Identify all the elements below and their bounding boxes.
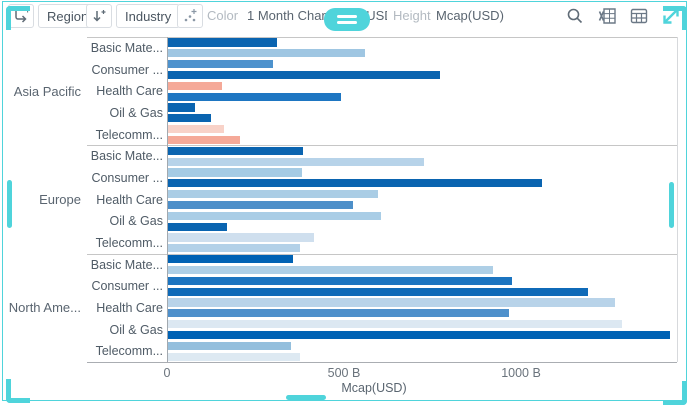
resize-handle-top-right[interactable] — [663, 6, 687, 30]
sort-button[interactable] — [86, 4, 112, 28]
bar-north-ame--oil-gas[interactable] — [167, 330, 670, 340]
industry-label: Health Care — [96, 84, 163, 99]
bar-europe-oil-gas[interactable] — [167, 211, 382, 220]
sort-arrow-plus-icon — [91, 8, 107, 24]
industry-label: Consumer ... — [91, 170, 163, 185]
x-axis-tick-label: 1000 B — [501, 366, 541, 380]
resize-handle-bottom[interactable] — [286, 395, 326, 400]
color-variable-label: Color — [207, 8, 239, 23]
industry-label: Telecomm... — [95, 344, 163, 359]
export-excel-button[interactable] — [596, 5, 618, 27]
region-label: North Ame... — [8, 300, 81, 316]
resize-handle-top-left[interactable] — [6, 6, 30, 30]
excel-export-icon — [598, 7, 617, 25]
group-separator-line — [87, 145, 677, 147]
search-button[interactable] — [564, 5, 586, 27]
data-table-button[interactable] — [628, 5, 650, 27]
resize-handle-right[interactable] — [669, 182, 674, 228]
hamburger-line — [337, 15, 357, 18]
add-visual-button[interactable] — [177, 4, 203, 28]
bar-europe-consumer-[interactable] — [167, 168, 302, 177]
bar-europe-basic-mate-[interactable] — [167, 157, 424, 166]
bar-north-ame--oil-gas[interactable] — [167, 320, 622, 329]
industry-label: Health Care — [96, 300, 163, 315]
industry-label: Consumer ... — [91, 62, 163, 77]
industry-label: Basic Mate... — [90, 40, 163, 55]
industry-label: Oil & Gas — [109, 105, 164, 120]
industry-label: Oil & Gas — [109, 322, 164, 337]
bar-north-ame--health-care[interactable] — [167, 309, 509, 318]
hamburger-line — [337, 21, 357, 24]
bar-europe-telecomm-[interactable] — [167, 233, 314, 242]
bar-europe-oil-gas[interactable] — [167, 222, 228, 231]
bar-asia-pacific-telecomm-[interactable] — [167, 135, 240, 145]
bar-north-ame--health-care[interactable] — [167, 298, 615, 307]
plot-right-border — [677, 37, 678, 362]
industry-label: Telecomm... — [95, 235, 163, 250]
resize-handle-left[interactable] — [7, 180, 12, 228]
region-label: Europe — [39, 191, 81, 207]
table-grid-icon — [630, 7, 648, 25]
x-axis-tick-label: 500 B — [327, 366, 361, 380]
bar-asia-pacific-basic-mate-[interactable] — [167, 49, 366, 58]
region-label: Asia Pacific — [13, 83, 81, 99]
bar-north-ame--basic-mate-[interactable] — [167, 255, 293, 264]
industry-label: Basic Mate... — [90, 149, 163, 164]
bar-europe-basic-mate-[interactable] — [167, 146, 304, 155]
industry-label: Basic Mate... — [90, 257, 163, 272]
toolbar-right-actions — [564, 5, 682, 27]
industry-label: Health Care — [96, 192, 163, 207]
bar-north-ame--telecomm-[interactable] — [167, 352, 300, 361]
height-variable-value[interactable]: Mcap(USD) — [436, 8, 504, 23]
industry-label: Telecomm... — [95, 127, 163, 142]
bar-asia-pacific-consumer-[interactable] — [167, 60, 274, 69]
bar-asia-pacific-health-care[interactable] — [167, 92, 341, 101]
breakdown-industry-button[interactable]: Industry — [116, 4, 181, 28]
bar-north-ame--telecomm-[interactable] — [167, 341, 291, 350]
resize-handle-bottom-right[interactable] — [663, 381, 687, 405]
bar-asia-pacific-consumer-[interactable] — [167, 70, 440, 80]
group-separator-line — [87, 253, 677, 255]
chart-toolbar: Region Industry Color 1 Month Change % (… — [0, 0, 690, 31]
x-axis-title: Mcap(USD) — [341, 381, 407, 395]
bar-asia-pacific-health-care[interactable] — [167, 81, 222, 90]
group-separator-line — [87, 37, 677, 38]
resize-handle-bottom-left[interactable] — [6, 379, 30, 403]
bar-europe-telecomm-[interactable] — [167, 244, 300, 253]
x-axis-line — [87, 362, 677, 363]
bar-asia-pacific-telecomm-[interactable] — [167, 125, 224, 134]
y-axis-line — [167, 37, 168, 362]
search-icon — [566, 7, 584, 25]
breakdown-industry-label: Industry — [125, 8, 172, 24]
bar-north-ame--basic-mate-[interactable] — [167, 265, 493, 275]
dots-plus-icon — [182, 8, 198, 24]
height-variable-label: Height — [393, 8, 431, 23]
bar-north-ame--consumer-[interactable] — [167, 276, 513, 285]
industry-label: Consumer ... — [91, 279, 163, 294]
bar-asia-pacific-oil-gas[interactable] — [167, 103, 196, 112]
toolbar-menu-pill[interactable] — [324, 8, 370, 31]
bar-europe-consumer-[interactable] — [167, 179, 543, 188]
grouped-bar-chart: Asia Pacific Basic Mate... Consumer ... Hea… — [0, 31, 690, 412]
x-axis-tick-label: 0 — [163, 366, 171, 380]
industry-label: Oil & Gas — [109, 214, 164, 229]
bar-asia-pacific-oil-gas[interactable] — [167, 114, 212, 123]
bar-europe-health-care[interactable] — [167, 190, 378, 199]
bar-north-ame--consumer-[interactable] — [167, 287, 589, 296]
bar-asia-pacific-basic-mate-[interactable] — [167, 38, 277, 47]
bar-europe-health-care[interactable] — [167, 200, 353, 210]
breakdown-region-label: Region — [47, 8, 89, 24]
